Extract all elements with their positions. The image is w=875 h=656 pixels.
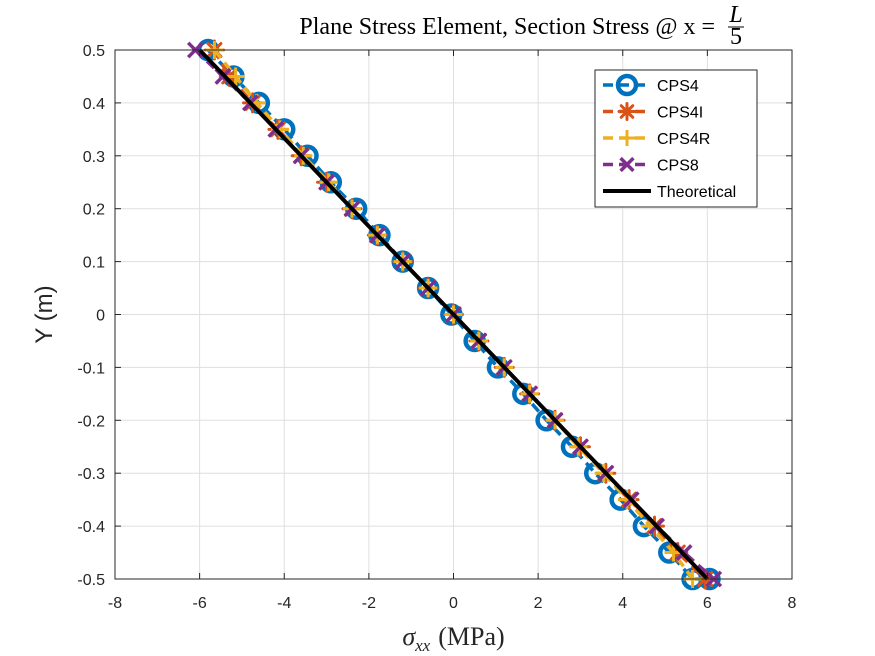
- x-tick-label: 4: [618, 595, 627, 612]
- legend-item-cps4: CPS4: [603, 73, 699, 97]
- x-tick-label: 0: [449, 595, 458, 612]
- y-tick-label: 0.3: [83, 149, 105, 166]
- title-fraction: L 5: [728, 2, 744, 50]
- series-line: [198, 48, 709, 581]
- asterisk-stroke: [619, 104, 635, 119]
- y-tick-label: -0.2: [77, 413, 105, 430]
- legend: CPS4 CPS4I CPS4R CPS8 Theoretical: [594, 69, 758, 208]
- y-tick-label: 0.5: [83, 43, 105, 60]
- y-tick-label: -0.4: [77, 519, 105, 536]
- legend-item-cps8: CPS8: [603, 156, 699, 175]
- y-tick-label: -0.3: [77, 466, 105, 483]
- y-tick-label: 0.1: [83, 255, 105, 272]
- y-tick-label: -0.1: [77, 360, 105, 377]
- data-point-x: [619, 156, 635, 173]
- legend-label: CPS4: [657, 78, 699, 95]
- legend-item-theoretical: Theoretical: [603, 184, 736, 201]
- legend-label: Theoretical: [657, 184, 736, 201]
- x-stroke: [619, 156, 635, 173]
- data-point-asterisk: [617, 102, 637, 121]
- x-axis-label-symbol: σ: [402, 622, 416, 651]
- y-tick-label: 0.2: [83, 202, 105, 219]
- y-tick-label: 0.4: [83, 96, 105, 113]
- x-axis-label-unit: (MPa): [438, 622, 504, 651]
- legend-label: CPS4R: [657, 131, 710, 148]
- x-tick-label: 8: [788, 595, 797, 612]
- legend-item-cps4i: CPS4I: [603, 102, 703, 122]
- title-fraction-denominator: 5: [730, 24, 742, 50]
- x-tick-label: 2: [534, 595, 543, 612]
- ticks: -8 -6 -4 -2 0 2 4 6 8 -0.5 -0.4 -0.3 -0.2 -0.1 0 0.1 0.2…: [77, 43, 796, 612]
- x-tick-label: -4: [277, 595, 291, 612]
- x-tick-label: -6: [193, 595, 207, 612]
- plot-series: [186, 38, 723, 591]
- y-tick-label: -0.5: [77, 572, 105, 589]
- data-point-circle: [615, 73, 639, 97]
- y-tick-label: 0: [96, 308, 105, 325]
- x-axis-label: σxx (MPa): [402, 622, 504, 655]
- chart-title: Plane Stress Element, Section Stress @ x…: [299, 14, 715, 40]
- legend-item-cps4r: CPS4R: [603, 130, 710, 148]
- data-point-plus: [619, 130, 635, 146]
- y-axis-label: Y (m): [31, 285, 58, 343]
- series-theoretical: [198, 48, 709, 581]
- title-fraction-numerator: L: [728, 2, 742, 28]
- legend-label: CPS4I: [657, 105, 703, 122]
- x-tick-label: -2: [362, 595, 376, 612]
- x-axis-label-subscript: xx: [414, 636, 431, 655]
- data-point-plus: [226, 67, 245, 86]
- series-line: [206, 48, 710, 581]
- legend-label: CPS8: [657, 158, 699, 175]
- x-tick-label: 6: [703, 595, 712, 612]
- x-tick-label: -8: [108, 595, 122, 612]
